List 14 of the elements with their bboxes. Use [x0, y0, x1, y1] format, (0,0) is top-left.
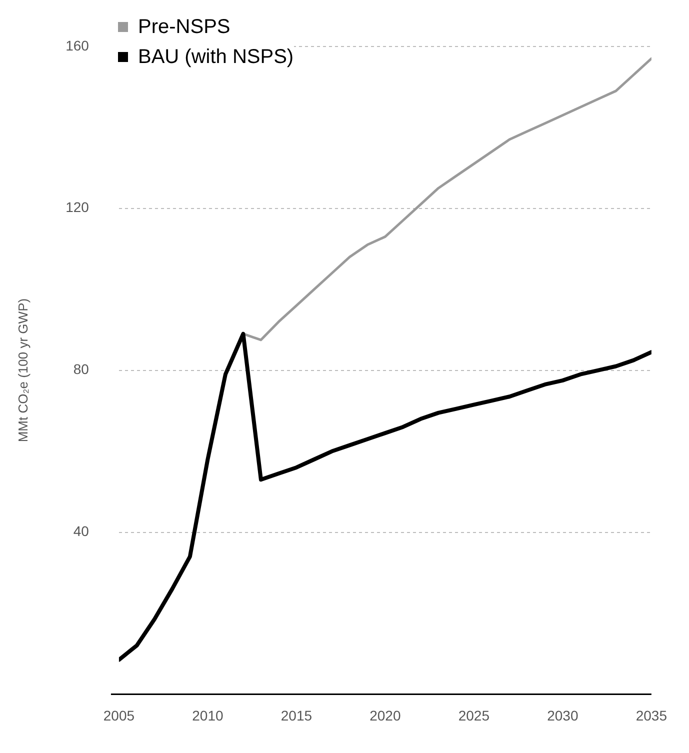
legend-label: BAU (with NSPS): [138, 45, 294, 70]
legend-label: Pre-NSPS: [138, 15, 230, 40]
x-tick-label: 2020: [370, 707, 401, 724]
x-tick-label: 2015: [280, 707, 312, 724]
x-tick-label: 2035: [636, 707, 668, 724]
y-tick-label: 80: [73, 361, 90, 378]
y-tick-label: 160: [66, 37, 90, 54]
x-tick-label: 2005: [103, 707, 135, 724]
x-tick-label: 2030: [547, 707, 578, 724]
y-tick-label: 40: [73, 523, 90, 540]
x-tick-label: 2010: [192, 707, 224, 724]
x-tick-label: 2025: [458, 707, 490, 724]
y-tick-label: 120: [66, 199, 90, 216]
y-axis-title: MMt CO₂e (100 yr GWP): [15, 298, 30, 442]
